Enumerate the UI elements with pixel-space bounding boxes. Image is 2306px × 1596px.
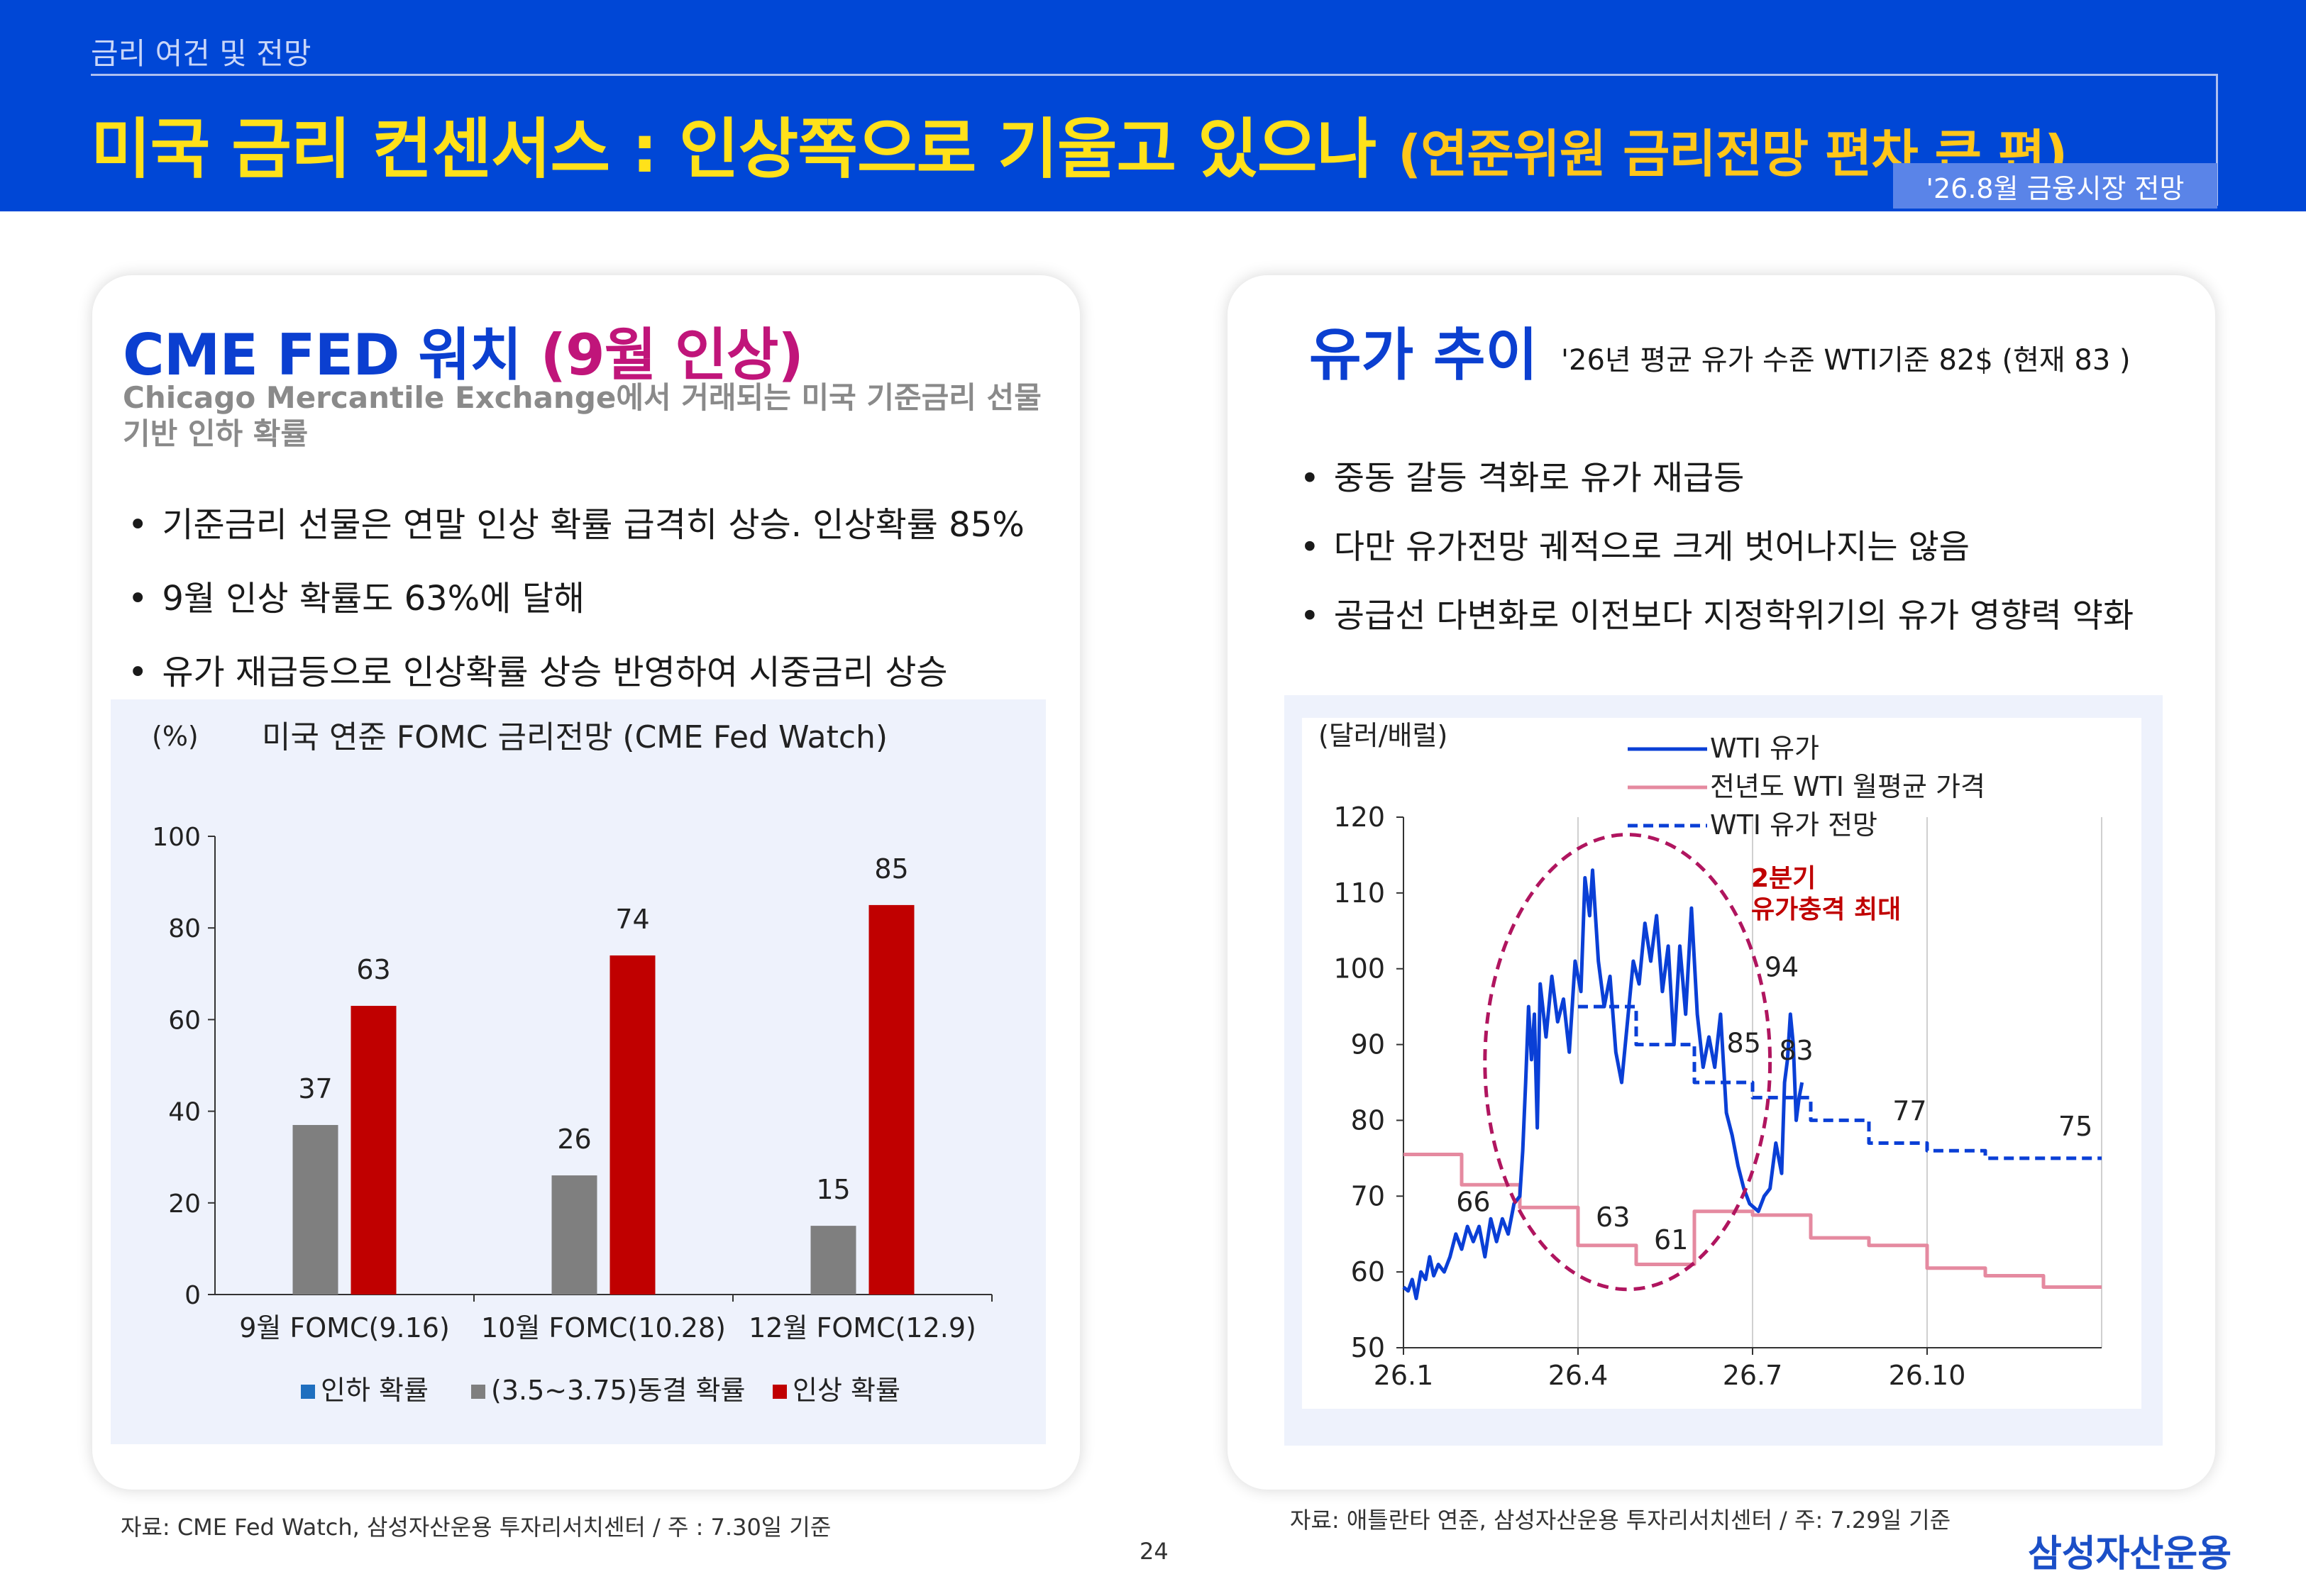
- line-chart-ytick-label: 120: [1333, 802, 1385, 833]
- line-chart-ytick-label: 60: [1351, 1256, 1385, 1287]
- line-data-label: 75: [2058, 1111, 2092, 1142]
- section-label: 금리 여건 및 전망: [91, 36, 311, 71]
- page-title-main: 미국 금리 컨센서스 : 인상쪽으로 기울고 있으나: [91, 111, 1399, 187]
- annotation-text: 2분기: [1751, 864, 1816, 893]
- bar: [810, 1226, 856, 1295]
- bullet-item: 다만 유가전망 궤적으로 크게 벗어나지는 않음: [1300, 519, 2134, 568]
- bar: [868, 904, 915, 1295]
- bar-chart-ytick-label: 100: [152, 823, 201, 852]
- line-chart-ytick-label: 90: [1351, 1029, 1385, 1060]
- line-chart-ylabel: (달러/배럴): [1318, 720, 1447, 751]
- legend-label: (3.5~3.75)동결 확률: [491, 1375, 745, 1406]
- legend-label: WTI 유가 전망: [1710, 809, 1877, 841]
- fedwatch-title: CME FED 워치 (9월 인상): [123, 309, 804, 392]
- header-divider: [91, 74, 2218, 76]
- bar-data-label: 85: [874, 853, 908, 885]
- legend-label: 전년도 WTI 월평균 가격: [1710, 771, 1985, 802]
- line-data-label: 66: [1456, 1187, 1490, 1218]
- line-chart-xtick-label: 26.1: [1374, 1360, 1434, 1391]
- oil-title: 유가 추이: [1309, 322, 1538, 388]
- line-chart-ytick-label: 70: [1351, 1180, 1385, 1212]
- page-title: 미국 금리 컨센서스 : 인상쪽으로 기울고 있으나 (연준위원 금리전망 편차…: [91, 96, 2068, 191]
- line-data-label: 63: [1596, 1202, 1630, 1233]
- bar: [551, 1175, 597, 1295]
- line-data-label: 83: [1779, 1035, 1813, 1066]
- wti-price-line: [1402, 868, 1804, 1300]
- bar: [292, 1124, 338, 1295]
- bullet-item: 중동 갈등 격화로 유가 재급등: [1300, 450, 2134, 499]
- bullet-item: 기준금리 선물은 연말 인상 확률 급격히 상승. 인상확률 85%: [128, 497, 1025, 546]
- bar-chart-xtick-label: 12월 FOMC(12.9): [749, 1312, 976, 1343]
- bar-data-label: 15: [816, 1174, 850, 1205]
- highlight-ellipse: [1483, 833, 1772, 1292]
- fedwatch-description: Chicago Mercantile Exchange에서 거래되는 미국 기준…: [123, 380, 1042, 452]
- bar-chart-ytick-label: 40: [168, 1098, 201, 1127]
- bar-chart-ytick-label: 60: [168, 1006, 201, 1035]
- source-note-left: 자료: CME Fed Watch, 삼성자산운용 투자리서치센터 / 주 : …: [121, 1514, 832, 1541]
- bar: [609, 955, 656, 1295]
- line-chart-ytick-label: 110: [1333, 877, 1385, 909]
- line-chart-ytick-label: 100: [1333, 953, 1385, 985]
- oil-description: '26년 평균 유가 수준 WTI기준 82$ (현재 83 ): [1561, 344, 2131, 377]
- line-data-label: 94: [1765, 951, 1799, 982]
- header-band: 금리 여건 및 전망 미국 금리 컨센서스 : 인상쪽으로 기울고 있으나 (연…: [0, 0, 2306, 211]
- bar-data-label: 63: [356, 954, 390, 985]
- bullet-item: 유가 재급등으로 인상확률 상승 반영하여 시중금리 상승: [128, 644, 1025, 694]
- bar-chart-ytick-label: 0: [184, 1281, 201, 1310]
- fedwatch-title-highlight: (9월 인상): [540, 322, 803, 388]
- bar-chart-xtick-label: 9월 FOMC(9.16): [239, 1312, 450, 1343]
- brand-logo: 삼성자산운용: [2028, 1533, 2232, 1575]
- fedwatch-title-main: CME FED 워치: [123, 322, 541, 388]
- page-number: 24: [1140, 1538, 1169, 1565]
- line-data-label: 77: [1892, 1095, 1926, 1126]
- bullet-item: 공급선 다변화로 이전보다 지정학위기의 유가 영향력 약화: [1300, 588, 2134, 637]
- fedwatch-bullets: 기준금리 선물은 연말 인상 확률 급격히 상승. 인상확률 85% 9월 인상…: [128, 497, 1025, 718]
- legend-label: 인상 확률: [793, 1375, 900, 1406]
- report-tag: '26.8월 금융시장 전망: [1893, 163, 2217, 209]
- fomc-bar-chart: (%) 미국 연준 FOMC 금리전망 (CME Fed Watch) 0 20 40 6…: [152, 719, 993, 1406]
- line-chart-xtick-label: 26.10: [1889, 1360, 1966, 1391]
- header-divider-vertical: [2216, 74, 2218, 206]
- oil-bullets: 중동 갈등 격화로 유가 재급등 다만 유가전망 궤적으로 크게 벗어나지는 않…: [1300, 450, 2134, 657]
- bar-data-label: 26: [557, 1124, 591, 1155]
- bar-chart-xtick-label: 10월 FOMC(10.28): [481, 1312, 726, 1343]
- legend-label: WTI 유가: [1710, 733, 1819, 764]
- line-data-label: 61: [1654, 1224, 1688, 1256]
- legend-label: 인하 확률: [321, 1375, 429, 1406]
- wti-forecast-line: [1578, 1004, 2102, 1160]
- source-note-right: 자료: 애틀란타 연준, 삼성자산운용 투자리서치센터 / 주: 7.29일 기…: [1290, 1507, 1951, 1534]
- wti-line-chart: (달러/배럴) 50 60 70 80 90 100 110 120 26.1 26.4 26.7 26…: [1318, 720, 2102, 1391]
- line-chart-xtick-label: 26.7: [1723, 1360, 1783, 1391]
- line-chart-ytick-label: 80: [1351, 1104, 1385, 1136]
- bar-chart-ytick-label: 80: [168, 914, 201, 943]
- bullet-item: 9월 인상 확률도 63%에 달해: [128, 570, 1025, 620]
- bar: [351, 1006, 397, 1295]
- legend-swatch: [301, 1385, 315, 1399]
- bar-chart-ylabel: (%): [152, 721, 199, 752]
- legend-swatch: [471, 1385, 485, 1399]
- line-data-label: 85: [1727, 1027, 1761, 1058]
- annotation-text: 유가충격 최대: [1751, 895, 1901, 924]
- bar-data-label: 37: [298, 1073, 332, 1104]
- bar-data-label: 74: [615, 904, 649, 935]
- bar-chart-ytick-label: 20: [168, 1190, 201, 1219]
- prior-year-avg-line: [1403, 1153, 2102, 1289]
- line-chart-ytick-label: 50: [1351, 1332, 1385, 1363]
- line-chart-xtick-label: 26.4: [1548, 1360, 1609, 1391]
- legend-swatch: [773, 1385, 787, 1399]
- bar-chart-title: 미국 연준 FOMC 금리전망 (CME Fed Watch): [262, 719, 888, 755]
